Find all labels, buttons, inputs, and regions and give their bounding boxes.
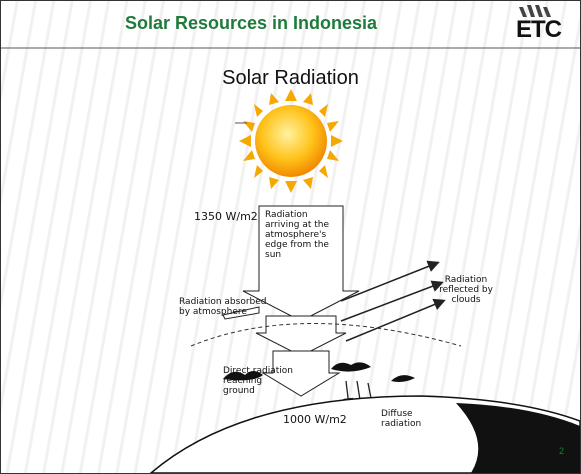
slide-title: Solar Resources in Indonesia [124, 13, 378, 33]
page-number: 2 [559, 446, 565, 456]
subtitle: Solar Radiation [222, 67, 359, 89]
ground-flux: 1000 W/m2 [283, 413, 347, 426]
logo: ETC [516, 16, 562, 43]
logo-stripes [519, 5, 551, 17]
absorbed-label: Radiation absorbed by atmosphere [179, 297, 267, 317]
diffuse-label: Diffuse radiation [381, 409, 422, 429]
top-flux: 1350 W/m2 [194, 210, 258, 223]
incoming-label: Radiation arriving at the atmosphere's e… [265, 210, 330, 260]
sun [235, 89, 343, 193]
atmosphere-line [190, 323, 462, 347]
reflected-arrows [340, 260, 446, 342]
incoming-arrow [242, 205, 360, 397]
clouds [223, 362, 415, 382]
direct-label: Direct radiation reaching ground [223, 366, 293, 396]
absorbed-arrow [222, 306, 260, 320]
reflected-label: Radiation reflected by clouds [439, 275, 493, 305]
ground [456, 403, 580, 473]
